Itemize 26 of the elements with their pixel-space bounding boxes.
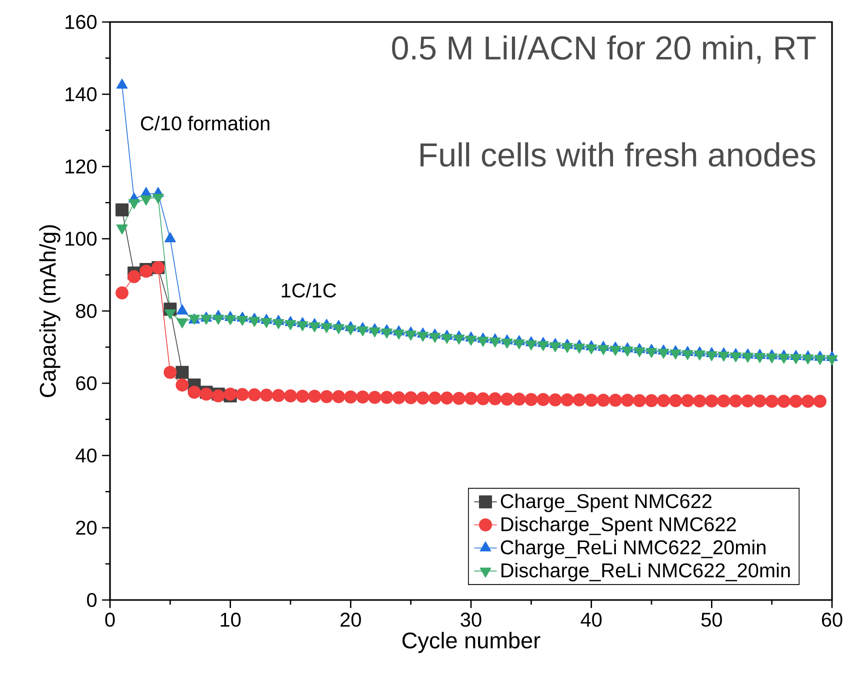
x-tick-label: 0: [105, 612, 115, 627]
annotation: 0.5 M LiI/ACN for 20 min, RT: [392, 35, 816, 64]
y-tick-label: 140: [66, 87, 97, 102]
y-tick-label: 120: [66, 159, 97, 174]
y-tick-label: 160: [66, 14, 97, 30]
y-tick-label: 60: [76, 376, 97, 390]
x-tick-label: 30: [460, 612, 482, 627]
legend-label: Charge_Spent NMC622: [500, 494, 712, 512]
y-tick-label: 20: [76, 520, 97, 535]
y-tick-label: 0: [87, 592, 97, 608]
annotation: Full cells with fresh anodes: [420, 142, 816, 167]
annotation: 1C/1C: [282, 282, 336, 298]
x-axis-title: Cycle number: [402, 632, 540, 653]
x-tick-label: 50: [701, 612, 722, 627]
y-tick-label: 40: [76, 448, 97, 463]
x-tick-label: 40: [580, 612, 602, 627]
annotation: C/10 formation: [140, 116, 270, 130]
x-tick-label: 20: [340, 612, 361, 627]
x-tick-label: 60: [822, 612, 842, 627]
legend-label: Discharge_ReLi NMC622_20min: [502, 562, 790, 582]
y-axis-title: Capacity (mAh/g): [39, 225, 60, 398]
y-tick-label: 100: [66, 232, 97, 246]
x-tick-label: 10: [220, 612, 241, 627]
legend-label: Charge_ReLi NMC622_20min: [500, 540, 766, 558]
legend-label: Discharge_Spent NMC622: [502, 516, 736, 536]
y-tick-label: 80: [76, 304, 97, 318]
